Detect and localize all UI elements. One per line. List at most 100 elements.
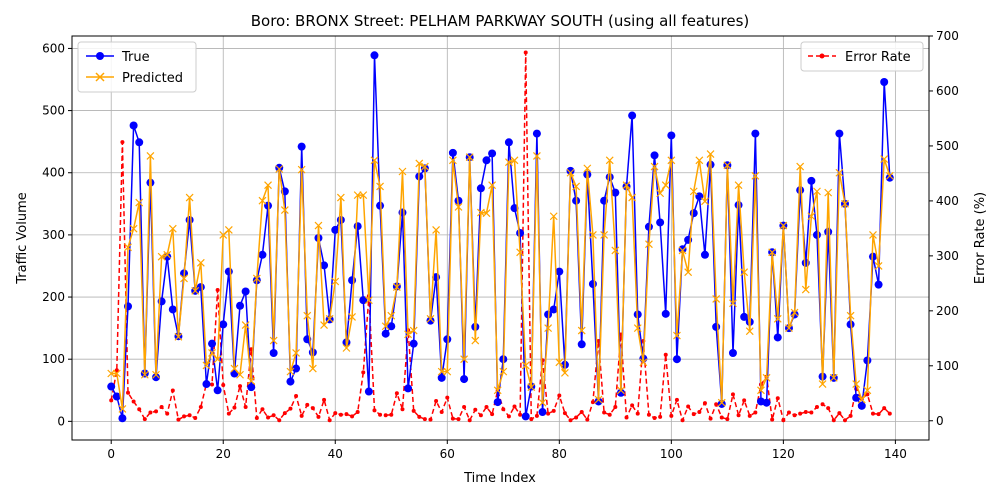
error-point bbox=[674, 397, 679, 402]
true-point bbox=[605, 173, 614, 182]
y-axis-label: Traffic Volume bbox=[15, 192, 30, 285]
predicted-point bbox=[180, 274, 188, 283]
error-point bbox=[557, 393, 562, 398]
predicted-point bbox=[656, 189, 665, 198]
error-point bbox=[288, 406, 293, 411]
legend-predicted-label: Predicted bbox=[122, 71, 183, 86]
error-point bbox=[294, 394, 299, 399]
x-axis-label: Time Index bbox=[463, 471, 536, 486]
predicted-point bbox=[426, 314, 435, 323]
predicted-point bbox=[252, 274, 261, 283]
error-point bbox=[669, 413, 674, 418]
predicted-point bbox=[751, 171, 760, 180]
error-point bbox=[484, 405, 489, 410]
error-point bbox=[646, 412, 651, 417]
predicted-point bbox=[336, 193, 345, 202]
error-point bbox=[428, 417, 433, 422]
error-point bbox=[254, 416, 259, 421]
error-point bbox=[792, 413, 797, 418]
error-point bbox=[142, 417, 147, 422]
predicted-point bbox=[398, 167, 407, 176]
series-predicted bbox=[107, 150, 894, 413]
predicted-point bbox=[146, 152, 155, 160]
true-point bbox=[824, 227, 833, 236]
error-point bbox=[534, 413, 539, 418]
y2-tick-label: 700 bbox=[936, 29, 959, 43]
predicted-point bbox=[846, 311, 855, 320]
error-point bbox=[260, 407, 265, 412]
predicted-point bbox=[460, 355, 469, 364]
true-point bbox=[476, 184, 485, 193]
error-point bbox=[333, 411, 338, 416]
predicted-point bbox=[841, 199, 849, 208]
error-point bbox=[786, 410, 791, 415]
true-point bbox=[504, 138, 513, 147]
error-point bbox=[876, 412, 881, 417]
true-point bbox=[107, 382, 116, 391]
true-point bbox=[353, 222, 362, 231]
predicted-point bbox=[885, 171, 894, 180]
true-point bbox=[538, 408, 547, 417]
error-point bbox=[467, 418, 472, 423]
predicted-point bbox=[807, 212, 816, 221]
true-point bbox=[868, 252, 877, 261]
error-point bbox=[702, 401, 707, 406]
error-point bbox=[691, 412, 696, 417]
y-tick-label: 400 bbox=[42, 166, 65, 180]
error-point bbox=[730, 392, 735, 397]
error-point bbox=[445, 395, 450, 400]
predicted-point bbox=[510, 156, 519, 165]
predicted-point bbox=[650, 162, 659, 171]
series-line bbox=[110, 54, 891, 419]
predicted-point bbox=[617, 386, 625, 395]
true-point bbox=[510, 204, 519, 213]
true-point bbox=[129, 121, 138, 130]
predicted-point bbox=[813, 187, 821, 196]
predicted-point bbox=[241, 321, 250, 329]
error-point bbox=[753, 410, 758, 415]
predicted-point bbox=[140, 370, 149, 379]
error-point bbox=[518, 412, 523, 417]
error-point bbox=[831, 418, 836, 423]
true-point bbox=[812, 230, 821, 239]
error-point bbox=[719, 415, 724, 420]
true-point bbox=[650, 151, 659, 160]
predicted-point bbox=[376, 182, 384, 191]
error-point bbox=[546, 411, 551, 416]
true-point bbox=[247, 383, 256, 392]
true-point bbox=[359, 296, 368, 305]
predicted-point bbox=[437, 367, 446, 376]
predicted-point bbox=[594, 395, 603, 404]
error-point bbox=[338, 412, 343, 417]
true-point bbox=[364, 387, 373, 396]
error-point bbox=[870, 411, 875, 416]
predicted-point bbox=[695, 156, 704, 165]
predicted-point bbox=[280, 206, 289, 214]
true-point bbox=[728, 348, 737, 357]
true-point bbox=[202, 380, 211, 389]
true-point bbox=[118, 414, 127, 423]
y-axis: 0 100 200 300 400 500 600 bbox=[42, 41, 72, 428]
predicted-point bbox=[129, 224, 138, 233]
predicted-point bbox=[112, 369, 121, 378]
predicted-point bbox=[701, 197, 709, 206]
series-line bbox=[110, 51, 891, 421]
true-point bbox=[387, 322, 396, 331]
error-point bbox=[154, 409, 159, 414]
true-point bbox=[213, 386, 222, 395]
true-point bbox=[549, 305, 558, 314]
true-point bbox=[135, 138, 144, 147]
predicted-point bbox=[661, 181, 670, 190]
chart-title: Boro: BRONX Street: PELHAM PARKWAY SOUTH… bbox=[251, 12, 750, 30]
y-tick-label: 500 bbox=[42, 104, 65, 118]
predicted-point bbox=[852, 380, 861, 388]
predicted-point bbox=[729, 299, 737, 308]
x-tick-label: 80 bbox=[552, 447, 567, 461]
plot-frame bbox=[71, 35, 930, 441]
predicted-point bbox=[247, 377, 256, 385]
true-point bbox=[320, 261, 329, 270]
error-point bbox=[462, 405, 467, 410]
true-point bbox=[437, 373, 446, 382]
true-point bbox=[885, 173, 894, 182]
predicted-point bbox=[420, 162, 429, 171]
